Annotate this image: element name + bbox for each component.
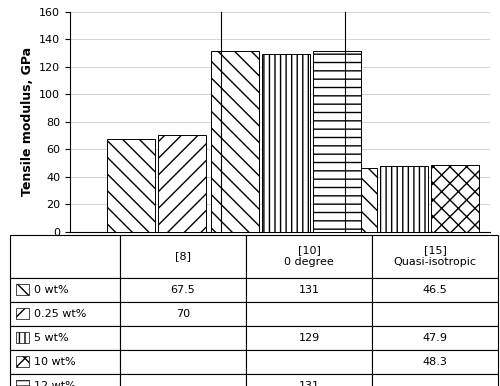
FancyBboxPatch shape xyxy=(372,326,498,350)
Bar xyxy=(211,51,259,232)
FancyBboxPatch shape xyxy=(246,374,372,386)
FancyBboxPatch shape xyxy=(246,278,372,302)
Text: 48.3: 48.3 xyxy=(422,357,448,367)
Bar xyxy=(158,135,206,232)
FancyBboxPatch shape xyxy=(120,374,246,386)
FancyBboxPatch shape xyxy=(120,302,246,326)
Bar xyxy=(262,54,310,232)
FancyBboxPatch shape xyxy=(246,326,372,350)
FancyBboxPatch shape xyxy=(372,302,498,326)
Bar xyxy=(380,166,428,232)
Text: 70: 70 xyxy=(176,309,190,319)
FancyBboxPatch shape xyxy=(246,350,372,374)
FancyBboxPatch shape xyxy=(16,332,29,343)
Text: 12 wt%: 12 wt% xyxy=(34,381,76,386)
FancyBboxPatch shape xyxy=(10,278,120,302)
FancyBboxPatch shape xyxy=(120,278,246,302)
FancyBboxPatch shape xyxy=(16,356,29,367)
Text: 5 wt%: 5 wt% xyxy=(34,333,68,343)
Bar xyxy=(430,165,478,232)
Text: 131: 131 xyxy=(298,285,320,295)
FancyBboxPatch shape xyxy=(120,326,246,350)
FancyBboxPatch shape xyxy=(10,326,120,350)
Bar xyxy=(107,139,155,232)
Text: 47.9: 47.9 xyxy=(422,333,448,343)
FancyBboxPatch shape xyxy=(10,374,120,386)
Text: 0.25 wt%: 0.25 wt% xyxy=(34,309,86,319)
FancyBboxPatch shape xyxy=(372,278,498,302)
Text: 0 wt%: 0 wt% xyxy=(34,285,68,295)
Y-axis label: Tensile modulus, GPa: Tensile modulus, GPa xyxy=(20,47,34,196)
FancyBboxPatch shape xyxy=(246,235,372,278)
FancyBboxPatch shape xyxy=(10,350,120,374)
Bar xyxy=(328,168,376,232)
Text: 131: 131 xyxy=(298,381,320,386)
FancyBboxPatch shape xyxy=(372,350,498,374)
FancyBboxPatch shape xyxy=(16,308,29,319)
FancyBboxPatch shape xyxy=(246,302,372,326)
FancyBboxPatch shape xyxy=(120,235,246,278)
Bar xyxy=(313,51,361,232)
FancyBboxPatch shape xyxy=(120,350,246,374)
Text: 46.5: 46.5 xyxy=(422,285,448,295)
FancyBboxPatch shape xyxy=(10,235,120,278)
FancyBboxPatch shape xyxy=(16,284,29,295)
Text: 129: 129 xyxy=(298,333,320,343)
FancyBboxPatch shape xyxy=(10,302,120,326)
Text: 10 wt%: 10 wt% xyxy=(34,357,76,367)
Text: 67.5: 67.5 xyxy=(170,285,196,295)
FancyBboxPatch shape xyxy=(372,374,498,386)
Text: [8]: [8] xyxy=(175,251,191,261)
Text: [15]
Quasi-isotropic: [15] Quasi-isotropic xyxy=(394,245,476,267)
FancyBboxPatch shape xyxy=(16,380,29,386)
Text: [10]
0 degree: [10] 0 degree xyxy=(284,245,334,267)
FancyBboxPatch shape xyxy=(372,235,498,278)
